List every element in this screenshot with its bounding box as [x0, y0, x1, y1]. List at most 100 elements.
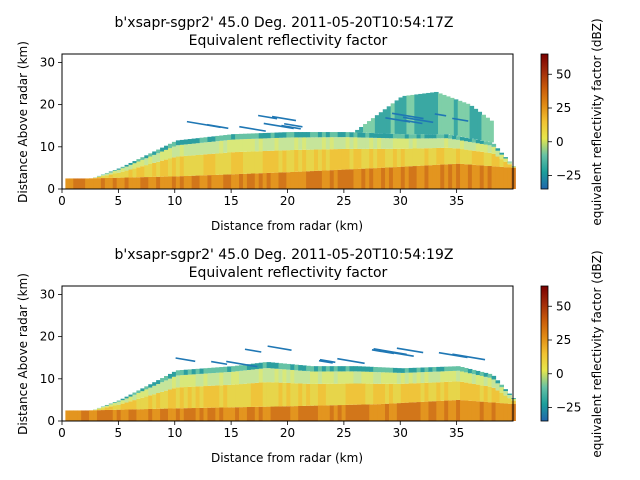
echo-mid-strip — [286, 382, 291, 407]
echo-upper-strip — [487, 377, 493, 387]
echo-upper-strip — [250, 369, 256, 384]
echo-upper-strip — [369, 137, 374, 149]
echo-mid-strip — [345, 383, 351, 405]
echo-upper-strip — [365, 137, 370, 149]
echo-upper-strip — [499, 387, 505, 393]
echo-upper-strip — [274, 137, 280, 151]
echo-mid-strip — [381, 383, 386, 404]
echo-mid-strip — [491, 387, 497, 403]
echo-upper-strip — [365, 371, 370, 384]
echo-upper-strip — [444, 138, 449, 148]
echo-top-strip — [104, 172, 110, 174]
echo-core-strip — [199, 175, 205, 189]
echo-upper-strip — [345, 371, 351, 384]
echo-upper-strip — [499, 154, 505, 160]
echo-top-strip — [132, 161, 138, 164]
echo-mid-strip — [385, 383, 390, 404]
echo-mid-strip — [392, 148, 398, 168]
echo-top-strip — [164, 375, 169, 381]
echo-core-strip — [357, 404, 362, 421]
echo-upper-strip — [373, 137, 378, 149]
echo-top-strip — [195, 138, 201, 144]
echo-upper-strip — [274, 368, 280, 383]
echo-top-strip — [479, 140, 485, 144]
echo-top-strip — [242, 364, 248, 371]
echo-anvil-strip — [363, 124, 368, 133]
echo-upper-strip — [479, 375, 485, 386]
echo-top-strip — [215, 135, 220, 142]
echo-core-strip — [440, 164, 445, 189]
echo-top-strip — [373, 367, 378, 373]
echo-top-strip — [349, 366, 355, 372]
echo-mid-strip — [278, 382, 284, 407]
echo-core-strip — [424, 165, 430, 189]
echo-upper-strip — [321, 137, 327, 150]
echo-core-strip — [365, 404, 370, 421]
echo-mid-strip — [187, 386, 193, 409]
echo-upper-strip — [491, 146, 497, 154]
echo-top-strip — [440, 366, 445, 372]
echo-upper-strip — [136, 161, 141, 168]
echo-core-strip — [93, 178, 98, 189]
x-tick-label: 35 — [449, 426, 464, 440]
echo-mid-strip — [404, 148, 410, 167]
echo-top-strip — [108, 403, 114, 405]
panel-2-echo-field — [65, 345, 516, 421]
echo-mid-strip — [219, 385, 224, 408]
echo-core-strip — [120, 177, 126, 189]
echo-top-strip — [211, 367, 216, 374]
echo-mid-strip — [353, 383, 359, 405]
echo-top-strip — [357, 132, 362, 138]
echo-mid-strip — [503, 395, 508, 404]
echo-top-strip — [207, 367, 212, 374]
echo-mid-strip — [424, 382, 430, 402]
panel-2-ylabel: Distance Above radar (km) — [16, 273, 30, 435]
echo-core-strip — [471, 164, 477, 189]
echo-top-strip — [392, 133, 398, 139]
echo-core-strip — [471, 401, 477, 421]
echo-mid-strip — [96, 408, 102, 411]
echo-top-strip — [120, 398, 126, 401]
echo-top-strip — [219, 367, 224, 373]
echo-core-strip — [211, 407, 216, 421]
echo-upper-strip — [294, 137, 299, 150]
panel-1-y-ticks: 0 10 20 30 — [40, 55, 62, 196]
echo-upper-strip — [227, 139, 232, 153]
echo-core-strip — [152, 408, 157, 421]
echo-mid-strip — [329, 383, 335, 406]
echo-top-strip — [187, 139, 193, 145]
echo-top-strip — [152, 151, 157, 155]
echo-upper-strip — [432, 371, 437, 383]
echo-upper-strip — [487, 145, 493, 153]
echo-mid-strip — [211, 153, 216, 175]
echo-upper-strip — [400, 372, 406, 384]
echo-mid-strip — [290, 383, 295, 407]
echo-upper-strip — [341, 137, 347, 149]
echo-mid-strip — [408, 148, 414, 167]
echo-top-strip — [199, 137, 205, 143]
echo-mid-strip — [483, 152, 489, 166]
echo-top-strip — [412, 367, 418, 373]
echo-upper-strip — [432, 138, 437, 149]
colorbar-tick-label: 50 — [556, 67, 571, 81]
echo-top-strip — [116, 400, 122, 402]
echo-top-strip — [412, 134, 418, 139]
echo-core-strip — [313, 170, 319, 189]
echo-upper-strip — [231, 371, 236, 385]
echo-mid-strip — [266, 382, 272, 407]
echo-upper-strip — [333, 371, 339, 384]
panel-1-subtitle: Equivalent reflectivity factor — [189, 33, 388, 49]
echo-mid-strip — [479, 151, 485, 166]
echo-upper-strip — [167, 378, 173, 390]
echo-mid-strip — [467, 150, 473, 165]
echo-core-strip — [286, 172, 291, 189]
echo-upper-strip — [424, 371, 430, 383]
echo-top-strip — [365, 132, 370, 138]
echo-anvil-strip — [430, 92, 435, 135]
echo-mid-strip — [432, 148, 437, 165]
echo-streak — [226, 360, 258, 368]
echo-core-strip — [460, 400, 465, 421]
echo-core-strip — [167, 408, 173, 421]
echo-core-strip — [333, 169, 339, 189]
echo-core-strip — [156, 176, 161, 189]
